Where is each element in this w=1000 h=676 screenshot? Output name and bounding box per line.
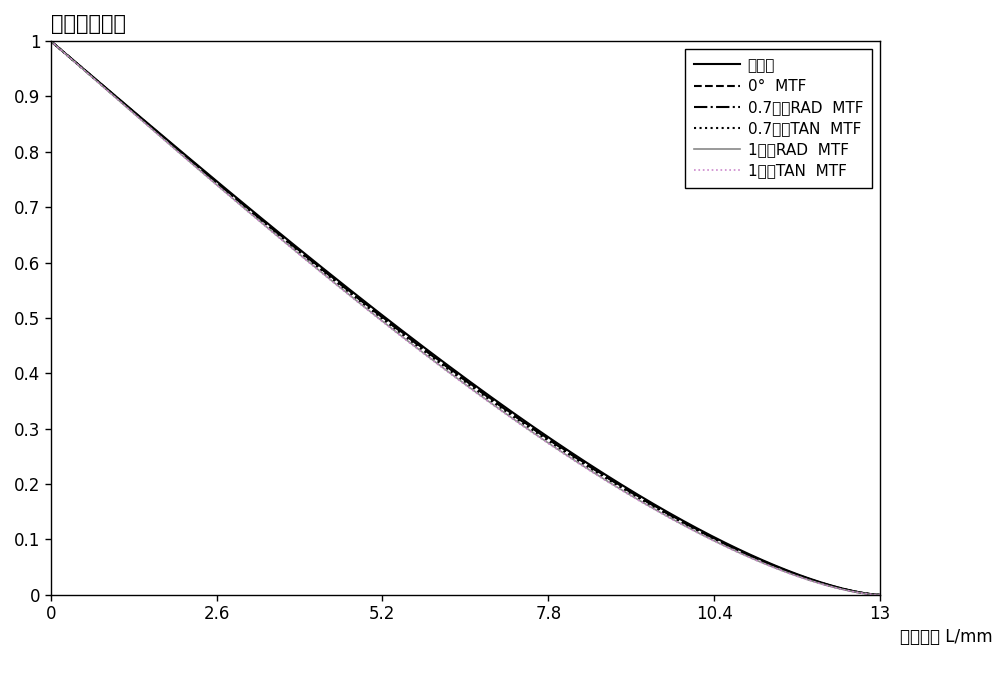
1视场RAD  MTF [706, 536, 718, 544]
0.7视场TAN  MTF [410, 341, 422, 349]
0°  MTF [410, 339, 422, 347]
衍射限 [691, 525, 703, 533]
0.7视场RAD  MTF [691, 526, 703, 534]
衍射限 [410, 337, 422, 345]
0°  MTF [874, 591, 886, 599]
衍射限 [380, 314, 392, 322]
衍射限 [614, 480, 626, 488]
1视场RAD  MTF [691, 529, 703, 537]
0.7视场RAD  MTF [614, 482, 626, 490]
0.7视场TAN  MTF [691, 527, 703, 535]
Line: 衍射限: 衍射限 [51, 41, 880, 595]
0.7视场RAD  MTF [380, 316, 392, 324]
0.7视场RAD  MTF [129, 110, 141, 118]
0°  MTF [129, 110, 141, 118]
X-axis label: 空间频率 L/mm: 空间频率 L/mm [900, 628, 993, 646]
1视场TAN  MTF [45, 37, 57, 45]
0.7视场RAD  MTF [874, 591, 886, 599]
衍射限 [129, 109, 141, 117]
Line: 0°  MTF: 0° MTF [51, 41, 880, 595]
Line: 0.7视场TAN  MTF: 0.7视场TAN MTF [51, 41, 880, 595]
0°  MTF [691, 525, 703, 533]
0.7视场TAN  MTF [45, 37, 57, 45]
0°  MTF [614, 481, 626, 489]
1视场TAN  MTF [874, 591, 886, 599]
0.7视场TAN  MTF [874, 591, 886, 599]
衍射限 [45, 37, 57, 45]
1视场RAD  MTF [45, 37, 57, 45]
0°  MTF [706, 533, 718, 541]
0.7视场TAN  MTF [706, 535, 718, 543]
1视场TAN  MTF [380, 320, 392, 329]
1视场TAN  MTF [614, 485, 626, 493]
1视场TAN  MTF [706, 536, 718, 544]
Line: 0.7视场RAD  MTF: 0.7视场RAD MTF [51, 41, 880, 595]
Line: 1视场RAD  MTF: 1视场RAD MTF [51, 41, 880, 595]
Line: 1视场TAN  MTF: 1视场TAN MTF [51, 41, 880, 595]
0.7视场RAD  MTF [706, 533, 718, 541]
0.7视场TAN  MTF [380, 318, 392, 326]
1视场TAN  MTF [129, 111, 141, 119]
衍射限 [874, 591, 886, 599]
1视场RAD  MTF [614, 485, 626, 493]
1视场RAD  MTF [410, 343, 422, 352]
1视场RAD  MTF [380, 320, 392, 328]
Text: 调制传递函数: 调制传递函数 [51, 14, 126, 34]
0.7视场TAN  MTF [129, 110, 141, 118]
1视场TAN  MTF [410, 343, 422, 352]
1视场RAD  MTF [874, 591, 886, 599]
0.7视场TAN  MTF [614, 483, 626, 491]
衍射限 [706, 532, 718, 540]
Legend: 衍射限, 0°  MTF, 0.7视场RAD  MTF, 0.7视场TAN  MTF, 1视场RAD  MTF, 1视场TAN  MTF: 衍射限, 0° MTF, 0.7视场RAD MTF, 0.7视场TAN MTF,… [685, 49, 872, 187]
0.7视场RAD  MTF [45, 37, 57, 45]
0°  MTF [380, 316, 392, 324]
0°  MTF [45, 37, 57, 45]
1视场TAN  MTF [691, 529, 703, 537]
1视场RAD  MTF [129, 111, 141, 119]
0.7视场RAD  MTF [410, 339, 422, 347]
